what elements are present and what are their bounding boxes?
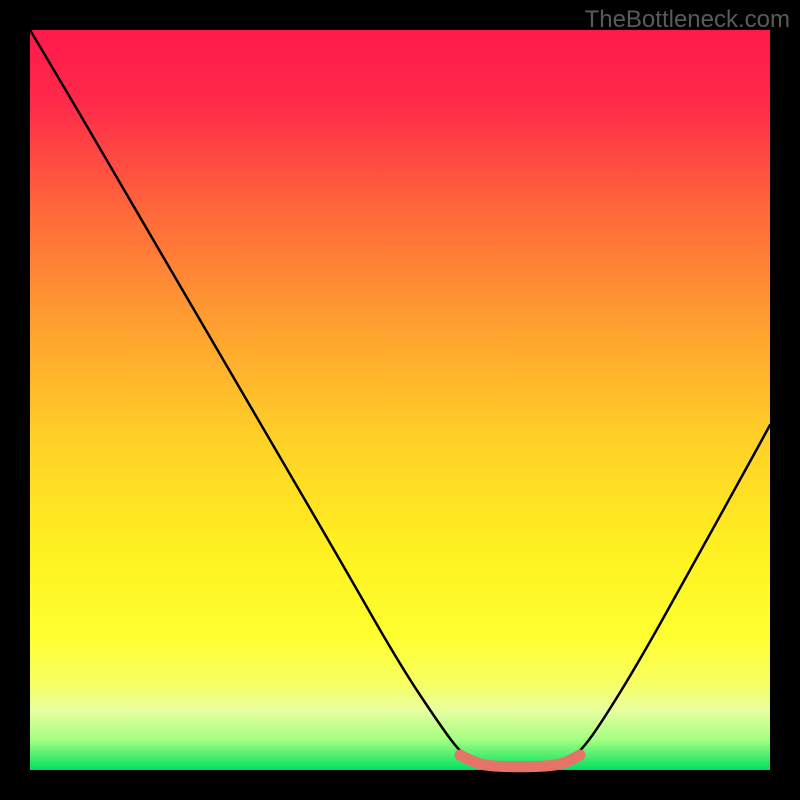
plot-area [30,30,770,770]
curve-layer [0,0,800,800]
watermark-text: TheBottleneck.com [585,6,790,34]
bottleneck-curve [30,30,770,767]
chart-container: TheBottleneck.com [0,0,800,800]
valley-highlight [460,755,580,767]
